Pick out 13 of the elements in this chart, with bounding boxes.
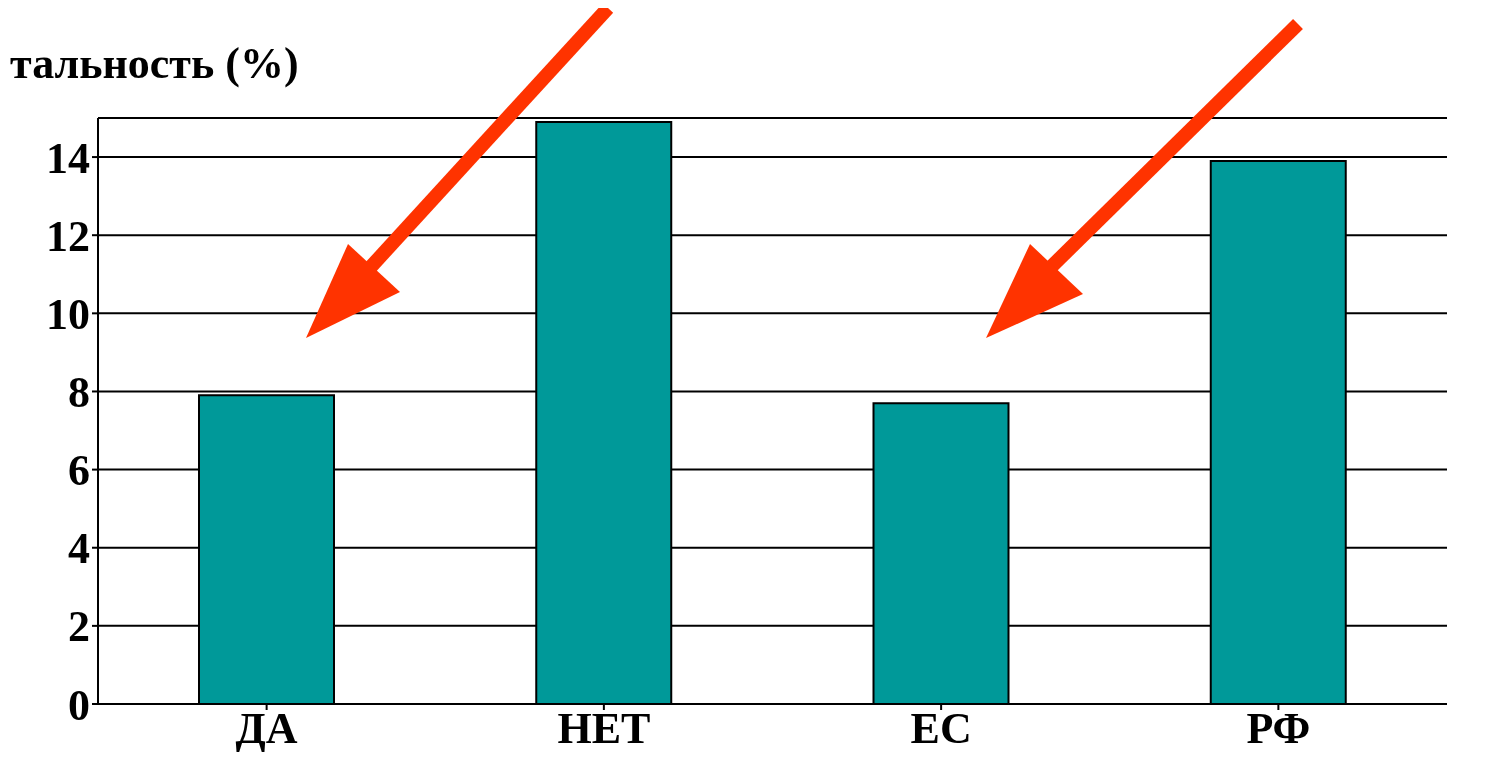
x-tick-label: ЕС: [910, 704, 972, 754]
y-tick-label: 10: [46, 289, 90, 339]
y-tick-label: 4: [68, 524, 90, 574]
y-tick-label: 6: [68, 446, 90, 496]
x-tick-label: НЕТ: [557, 704, 651, 754]
y-axis-title: тальность (%): [10, 38, 299, 89]
y-tick-label: 8: [68, 368, 90, 418]
y-tick-label: 12: [46, 211, 90, 261]
y-tick-label: 0: [68, 680, 90, 730]
y-tick-label: 14: [46, 133, 90, 183]
y-tick-label: 2: [68, 602, 90, 652]
x-tick-label: ДА: [235, 704, 298, 754]
x-tick-label: РФ: [1246, 704, 1311, 754]
